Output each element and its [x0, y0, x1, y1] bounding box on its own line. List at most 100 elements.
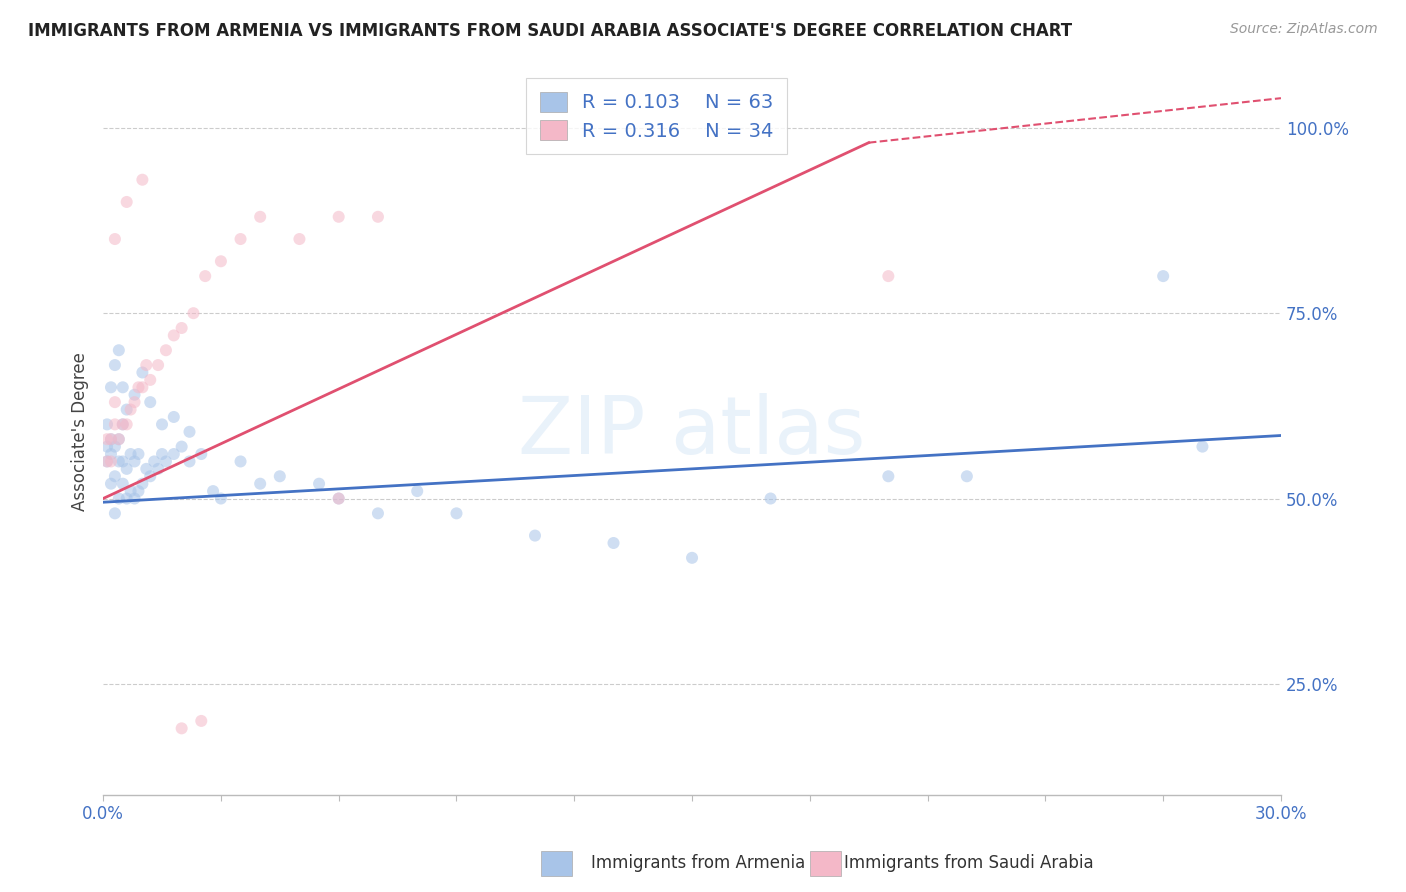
Point	[328, 210, 350, 224]
Point	[249, 476, 271, 491]
Point	[759, 491, 782, 506]
Point	[150, 417, 173, 432]
Point	[100, 432, 122, 446]
Point	[135, 358, 157, 372]
Point	[111, 454, 134, 468]
Point	[249, 210, 271, 224]
Point	[288, 232, 311, 246]
Point	[190, 447, 212, 461]
Point	[108, 432, 131, 446]
Text: Source: ZipAtlas.com: Source: ZipAtlas.com	[1230, 22, 1378, 37]
Point	[104, 232, 127, 246]
Point	[115, 402, 138, 417]
Point	[131, 380, 153, 394]
Point	[229, 232, 252, 246]
Text: Immigrants from Armenia: Immigrants from Armenia	[591, 855, 804, 872]
Point	[681, 550, 703, 565]
Point	[111, 417, 134, 432]
Point	[269, 469, 291, 483]
Point	[96, 454, 118, 468]
Legend: R = 0.103    N = 63, R = 0.316    N = 34: R = 0.103 N = 63, R = 0.316 N = 34	[526, 78, 787, 154]
Point	[104, 417, 127, 432]
Point	[183, 306, 205, 320]
Point	[1152, 269, 1174, 284]
Point	[120, 402, 142, 417]
Point	[1191, 440, 1213, 454]
Point	[115, 417, 138, 432]
Point	[100, 454, 122, 468]
Point	[96, 454, 118, 468]
Point	[96, 417, 118, 432]
Point	[120, 447, 142, 461]
Text: ZIP atlas: ZIP atlas	[519, 392, 866, 471]
Point	[146, 358, 169, 372]
Point	[127, 484, 149, 499]
Point	[209, 254, 232, 268]
Point	[406, 484, 429, 499]
Point	[131, 172, 153, 186]
Point	[111, 417, 134, 432]
Point	[877, 269, 900, 284]
Point	[155, 454, 177, 468]
Point	[446, 506, 468, 520]
Point	[328, 491, 350, 506]
Point	[194, 269, 217, 284]
Point	[135, 462, 157, 476]
Point	[100, 432, 122, 446]
Point	[602, 536, 624, 550]
Point	[104, 358, 127, 372]
Point	[139, 395, 162, 409]
Point	[367, 506, 389, 520]
Point	[111, 380, 134, 394]
Point	[179, 425, 201, 439]
Point	[111, 476, 134, 491]
Point	[150, 447, 173, 461]
Point	[170, 321, 193, 335]
Point	[104, 506, 127, 520]
Point	[104, 395, 127, 409]
Point	[115, 462, 138, 476]
Point	[139, 373, 162, 387]
Point	[108, 432, 131, 446]
Point	[100, 380, 122, 394]
Point	[104, 469, 127, 483]
Point	[524, 528, 547, 542]
Point	[163, 409, 186, 424]
Point	[229, 454, 252, 468]
Point	[115, 194, 138, 209]
Point	[202, 484, 225, 499]
Point	[143, 454, 166, 468]
Point	[124, 454, 146, 468]
Point	[170, 440, 193, 454]
Point	[209, 491, 232, 506]
Point	[956, 469, 979, 483]
Point	[100, 476, 122, 491]
Point	[108, 454, 131, 468]
Point	[96, 440, 118, 454]
Point	[127, 380, 149, 394]
Point	[104, 440, 127, 454]
Point	[163, 328, 186, 343]
Point	[308, 476, 330, 491]
Point	[170, 722, 193, 736]
Point	[127, 447, 149, 461]
Point	[120, 484, 142, 499]
Text: Immigrants from Saudi Arabia: Immigrants from Saudi Arabia	[844, 855, 1094, 872]
Point	[877, 469, 900, 483]
Point	[115, 491, 138, 506]
Point	[124, 491, 146, 506]
Point	[124, 395, 146, 409]
Point	[124, 388, 146, 402]
Point	[328, 491, 350, 506]
Point	[100, 447, 122, 461]
Point	[108, 343, 131, 358]
Point	[179, 454, 201, 468]
Point	[163, 447, 186, 461]
Y-axis label: Associate's Degree: Associate's Degree	[72, 352, 89, 511]
Point	[131, 366, 153, 380]
Point	[190, 714, 212, 728]
Point	[155, 343, 177, 358]
Point	[146, 462, 169, 476]
Point	[367, 210, 389, 224]
Point	[131, 476, 153, 491]
